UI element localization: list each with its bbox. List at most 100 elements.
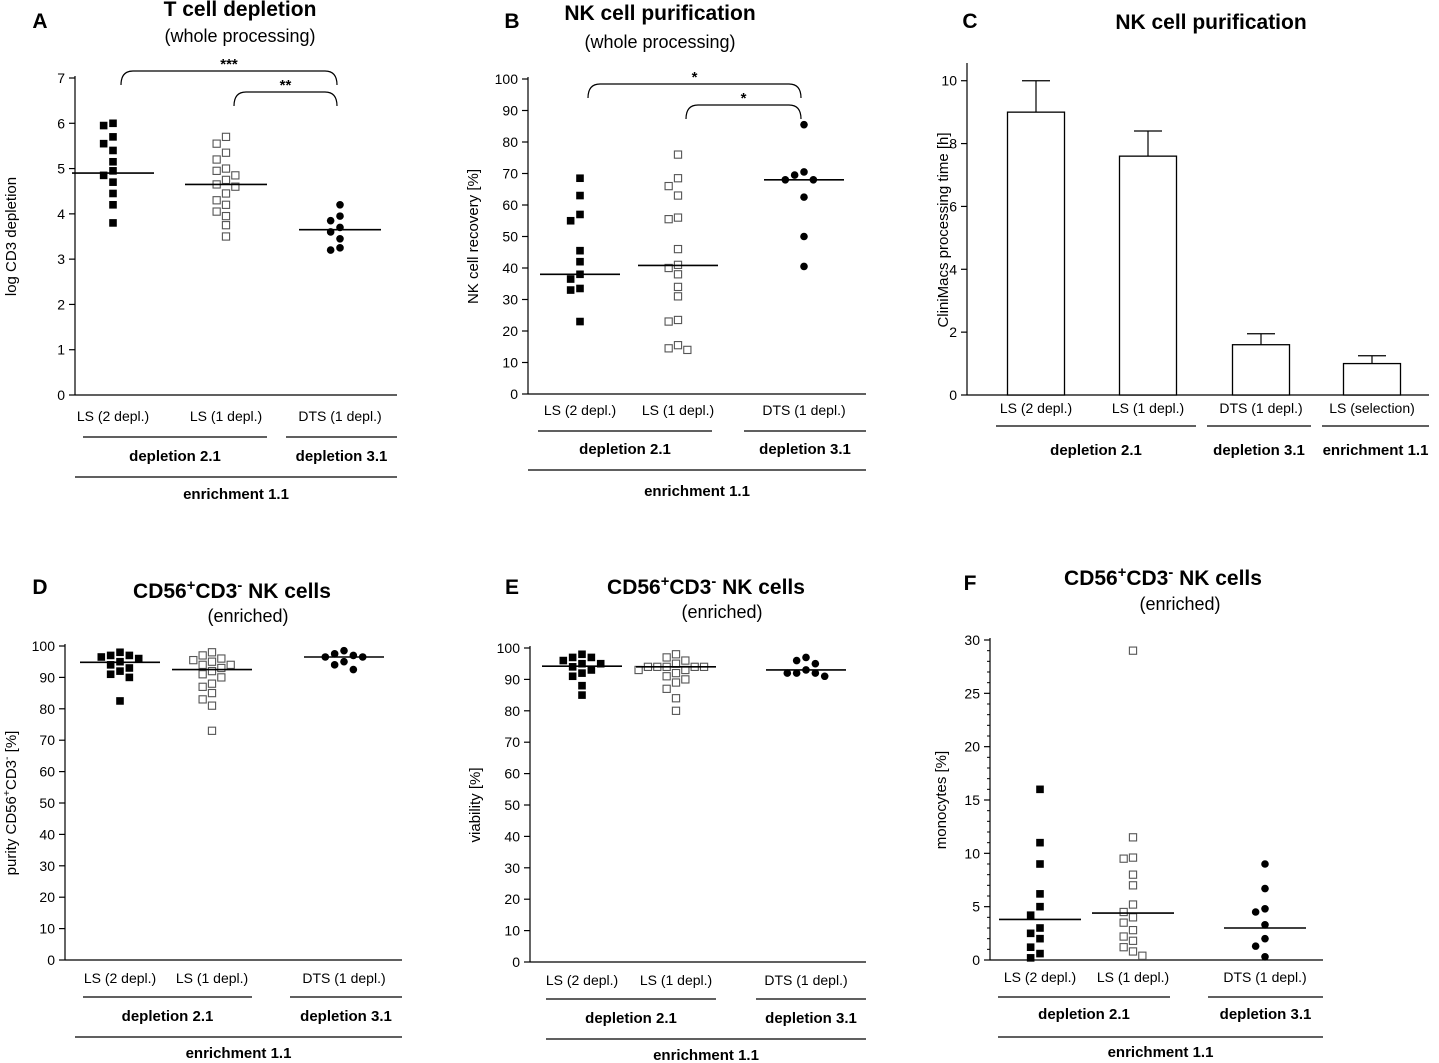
data-point xyxy=(576,174,584,183)
y-tick-label: 0 xyxy=(512,954,520,970)
chart-subtitle: (whole processing) xyxy=(164,26,315,46)
panel-letter: C xyxy=(962,10,977,33)
data-point xyxy=(231,171,240,180)
data-point xyxy=(662,653,671,662)
category-label: LS (1 depl.) xyxy=(190,408,262,424)
data-point xyxy=(664,317,673,326)
significance-bracket xyxy=(233,91,338,107)
y-tick-label: 40 xyxy=(502,260,518,276)
y-axis-label-part: CD3 xyxy=(3,760,20,790)
group-label: depletion 3.1 xyxy=(765,1010,857,1027)
data-point xyxy=(207,648,217,657)
group-label: enrichment 1.1 xyxy=(1323,442,1429,459)
category-label: LS (selection) xyxy=(1329,400,1415,416)
category-label: DTS (1 depl.) xyxy=(302,970,385,986)
y-axis-label: NK cell recovery [%] xyxy=(465,169,482,304)
data-point xyxy=(820,672,829,681)
panel-letter: B xyxy=(504,10,519,33)
chart-title: NK cell purification xyxy=(1115,11,1306,34)
data-point xyxy=(217,673,226,682)
data-point xyxy=(1036,785,1044,794)
chart-title: CD56+CD3- NK cells xyxy=(133,578,331,603)
data-point xyxy=(790,171,799,179)
data-point xyxy=(116,697,124,705)
chart-title-part: - xyxy=(1168,565,1173,581)
data-point xyxy=(664,215,673,224)
category-label: LS (1 depl.) xyxy=(642,402,714,418)
bar xyxy=(1006,111,1066,396)
data-point xyxy=(1036,902,1044,911)
chart-title-part: - xyxy=(711,574,716,590)
y-tick-label: 40 xyxy=(504,828,520,844)
y-tick-label: 15 xyxy=(964,792,980,808)
data-point xyxy=(336,212,344,220)
data-point xyxy=(109,146,117,155)
data-point xyxy=(221,148,231,157)
y-tick-label: 10 xyxy=(502,355,518,371)
data-point xyxy=(189,655,198,665)
data-point xyxy=(125,664,134,672)
significance-label: *** xyxy=(220,56,238,73)
data-point xyxy=(198,682,207,691)
data-point xyxy=(1128,646,1138,655)
group-label: depletion 3.1 xyxy=(759,441,851,458)
data-point xyxy=(1119,932,1128,941)
data-point xyxy=(217,654,226,663)
y-tick-label: 90 xyxy=(39,669,55,685)
data-point xyxy=(109,157,117,166)
category-label: LS (2 depl.) xyxy=(546,972,618,988)
panel-a: A T cell depletion (whole processing) 0 1 2 3 4… xyxy=(3,0,397,503)
y-tick-label: 90 xyxy=(504,671,520,687)
data-point xyxy=(99,121,108,130)
y-tick-label: 100 xyxy=(497,640,521,656)
y-tick-label: 30 xyxy=(504,860,520,876)
data-point xyxy=(106,670,115,679)
data-point xyxy=(800,120,808,129)
y-tick-label: 70 xyxy=(504,734,520,750)
data-point xyxy=(576,257,584,266)
significance-label: * xyxy=(692,69,698,86)
y-tick-label: 20 xyxy=(964,739,980,755)
data-point xyxy=(99,139,108,148)
chart-title-part: CD3 xyxy=(195,580,237,603)
y-tick-label: 10 xyxy=(39,921,55,937)
data-point xyxy=(99,171,108,180)
chart-title-part: + xyxy=(1118,565,1127,581)
data-point xyxy=(671,678,681,687)
category-label: DTS (1 depl.) xyxy=(1223,969,1306,985)
chart-subtitle: (enriched) xyxy=(207,606,288,626)
data-point xyxy=(1026,943,1035,951)
panel-f: F CD56+CD3- NK cells (enriched) 0 5 10 15 20 25 3… xyxy=(933,565,1323,1061)
category-label: LS (2 depl.) xyxy=(544,402,616,418)
data-point xyxy=(1026,929,1035,938)
data-point xyxy=(1036,924,1044,932)
data-point xyxy=(1026,911,1035,919)
y-tick-label: 30 xyxy=(964,632,980,648)
data-point xyxy=(212,155,221,164)
data-point xyxy=(326,216,335,225)
data-point xyxy=(783,669,792,677)
data-point xyxy=(1026,954,1035,962)
category-label: LS (2 depl.) xyxy=(77,408,149,424)
data-point xyxy=(1128,870,1138,879)
y-tick-label: 6 xyxy=(949,198,957,214)
data-point xyxy=(349,665,358,674)
y-tick-label: 30 xyxy=(502,292,518,308)
y-tick-label: 6 xyxy=(57,115,65,131)
category-label: LS (1 depl.) xyxy=(1112,400,1184,416)
data-point xyxy=(673,292,683,301)
data-point xyxy=(578,691,586,699)
data-point xyxy=(664,181,673,191)
data-point xyxy=(1036,949,1044,958)
data-point xyxy=(671,694,681,703)
data-point xyxy=(109,167,117,175)
data-point xyxy=(231,182,240,191)
y-tick-label: 70 xyxy=(39,732,55,748)
panel-letter: E xyxy=(505,576,519,599)
data-point xyxy=(800,168,808,176)
data-point xyxy=(336,244,344,252)
y-tick-label: 20 xyxy=(502,323,518,339)
data-point xyxy=(800,193,808,201)
data-point xyxy=(1128,833,1138,842)
